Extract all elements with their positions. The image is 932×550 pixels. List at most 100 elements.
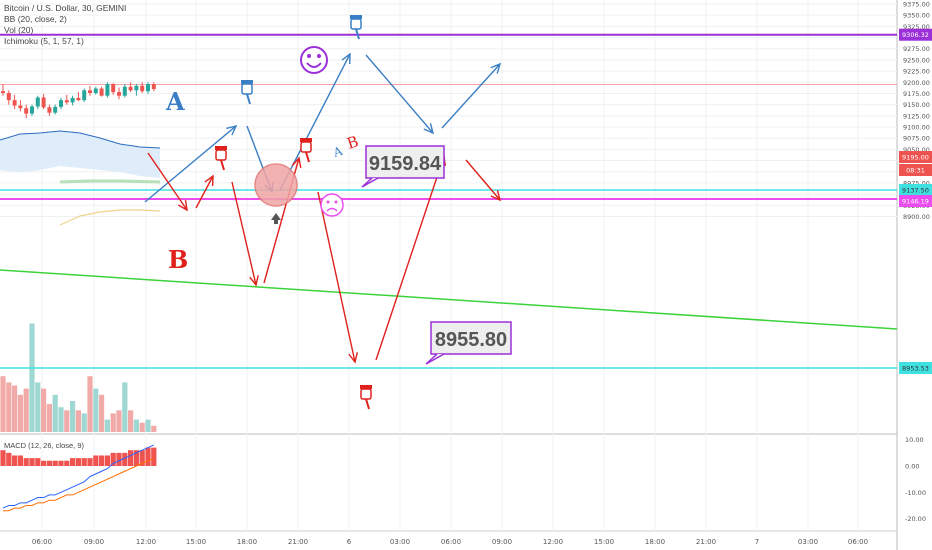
- volume-bars: [0, 323, 157, 432]
- sad-mouth: [326, 207, 338, 212]
- macd-histogram-bar: [29, 458, 35, 466]
- macd-label[interactable]: MACD (12, 26, close, 9): [4, 441, 85, 450]
- hand-palm: [300, 141, 312, 153]
- countdown-badge-text: 08:31: [906, 167, 925, 175]
- macd-tick-label: 10.00: [905, 436, 924, 444]
- macd-histogram-bar: [46, 460, 52, 466]
- volume-bar: [0, 376, 6, 432]
- callout-high: 9159.84: [361, 145, 445, 188]
- macd-histogram-bar: [122, 452, 128, 466]
- time-tick-label: 12:00: [136, 538, 156, 546]
- volume-bar: [145, 419, 151, 432]
- callout-high-value: 9159.84: [369, 153, 442, 175]
- price-tick-label: 8900.00: [903, 213, 930, 221]
- blue-arrow: [144, 125, 237, 203]
- volume-bar: [99, 394, 105, 432]
- candle-body: [53, 106, 58, 113]
- resistance-badge: [899, 28, 932, 41]
- blue-arrow: [279, 53, 351, 191]
- price-tick-label: 9325.00: [903, 23, 930, 31]
- pointing-hand-icon: [241, 80, 253, 105]
- price-axis: 9375.009350.009325.009300.009275.009250.…: [903, 1, 930, 524]
- drawings: [144, 15, 502, 410]
- magenta-level-badge: [899, 195, 932, 207]
- hand-palm: [360, 388, 372, 400]
- hand-cuff: [360, 385, 372, 389]
- price-tick-label: 9200.00: [903, 79, 930, 87]
- smiley-eye: [307, 54, 311, 58]
- volume-bar: [46, 404, 52, 432]
- highlight-circle: [254, 163, 298, 207]
- ichimoku-cloud: [0, 130, 161, 226]
- last-price-badge-text: 9195.00: [902, 154, 929, 162]
- price-badges: 9306.32 9195.00 08:31 9137.50 9146.19 8953.53: [899, 28, 932, 374]
- volume-bar: [35, 382, 41, 432]
- sad-face-icon: [320, 193, 344, 217]
- pointing-hand-icon: [360, 385, 372, 410]
- smiley-mouth: [306, 62, 322, 68]
- candle-body: [12, 100, 17, 106]
- price-tick-label: 9175.00: [903, 90, 930, 98]
- hand-finger: [365, 398, 370, 410]
- red-arrow: [231, 181, 257, 286]
- macd-histogram-bar: [128, 450, 134, 466]
- sad-eye: [326, 200, 330, 204]
- macd-histogram-bar: [64, 460, 70, 466]
- volume-bar: [116, 410, 122, 432]
- callout-low: 8955.80: [425, 321, 512, 365]
- indicator-vol[interactable]: Vol (20): [4, 25, 34, 35]
- bb-upper: [0, 130, 161, 149]
- red-arrow: [147, 152, 188, 211]
- time-tick-label: 6: [347, 538, 352, 546]
- macd-histogram-bar: [35, 458, 41, 466]
- time-tick-label: 18:00: [645, 538, 665, 546]
- indicator-bb[interactable]: BB (20, close, 2): [4, 14, 67, 24]
- time-tick-label: 09:00: [492, 538, 512, 546]
- volume-bar: [122, 382, 128, 432]
- volume-bar: [64, 410, 70, 432]
- blue-arrow-head: [226, 124, 238, 136]
- time-tick-label: 06:00: [441, 538, 461, 546]
- smiley-eye: [317, 54, 321, 58]
- bb-band-fill: [0, 131, 160, 178]
- macd-tick-label: -10.00: [905, 489, 926, 497]
- price-tick-label: 9075.00: [903, 135, 930, 143]
- macd-pane: [0, 444, 157, 512]
- sad-eye: [334, 200, 338, 204]
- candle-body: [6, 93, 11, 101]
- volume-bar: [75, 410, 81, 432]
- macd-histogram-bar: [151, 447, 157, 466]
- time-tick-label: 15:00: [594, 538, 614, 546]
- candle-body: [88, 90, 92, 94]
- last-price-badge: [899, 151, 932, 163]
- hand-finger: [246, 93, 251, 105]
- hand-cuff: [300, 138, 312, 142]
- support-badge: [899, 362, 932, 374]
- red-arrow-head: [348, 352, 359, 364]
- candle-body: [35, 97, 40, 107]
- support-badge-text: 8953.53: [902, 365, 929, 373]
- macd-histogram-bar: [52, 460, 58, 466]
- pointing-hand-icon: [215, 146, 227, 171]
- indicator-ichimoku[interactable]: Ichimoku (5, 1, 57, 1): [4, 36, 84, 46]
- macd-tick-label: -20.00: [905, 515, 926, 523]
- red-arrow-head: [291, 156, 302, 168]
- candles: [1, 82, 156, 119]
- time-tick-label: 09:00: [84, 538, 104, 546]
- red-arrow-head: [490, 190, 502, 202]
- blue-arrow: [441, 63, 501, 129]
- price-tick-label: 9125.00: [903, 112, 930, 120]
- macd-histogram-bar: [99, 455, 105, 466]
- magenta-level-badge-text: 9146.19: [902, 198, 929, 206]
- callout-low-value: 8955.80: [435, 329, 507, 351]
- hand-finger: [355, 28, 360, 40]
- macd-histogram-bar: [41, 460, 47, 466]
- candle-body: [140, 85, 145, 92]
- macd-histogram-bar: [139, 450, 145, 466]
- pointing-hand-icon: [300, 138, 312, 163]
- volume-bar: [104, 419, 110, 432]
- time-tick-label: 15:00: [186, 538, 206, 546]
- volume-bar: [87, 376, 93, 432]
- chart-header: Bitcoin / U.S. Dollar, 30, GEMINI BB (20…: [4, 3, 126, 47]
